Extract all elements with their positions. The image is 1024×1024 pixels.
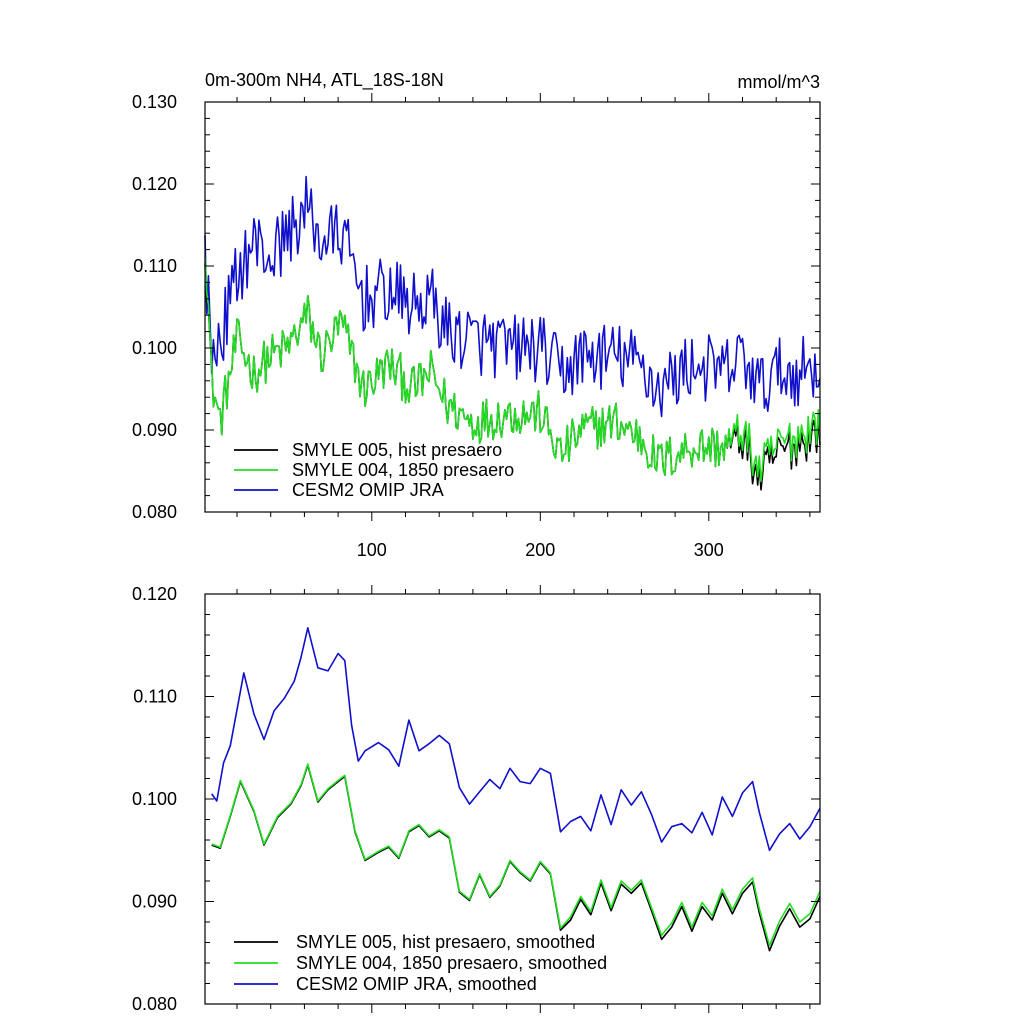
y-tick-label: 0.120	[132, 584, 177, 604]
y-tick-label: 0.100	[132, 789, 177, 809]
y-tick-label: 0.080	[132, 502, 177, 522]
top-panel-title: 0m-300m NH4, ATL_18S-18N	[205, 70, 444, 91]
y-tick-label: 0.100	[132, 338, 177, 358]
y-tick-label: 0.090	[132, 420, 177, 440]
y-tick-label: 0.130	[132, 92, 177, 112]
bottom-panel-ticks	[205, 585, 820, 1013]
top-panel-y-tick-labels: 0.080 0.090 0.100 0.110 0.120 0.130	[132, 92, 177, 522]
series-line-cesm2-omip	[204, 175, 821, 418]
top-panel-units: mmol/m^3	[738, 72, 820, 92]
y-tick-label: 0.110	[133, 256, 177, 276]
top-panel-frame	[204, 101, 821, 513]
series-line-cesm2-omip	[211, 626, 821, 852]
legend-label: SMYLE 005, hist presaero	[292, 440, 502, 460]
top-panel-ticks	[205, 93, 820, 521]
legend-label: CESM2 OMIP JRA	[292, 480, 444, 500]
x-tick-label: 200	[525, 540, 555, 560]
top-panel-x-tick-labels: 100 200 300	[357, 540, 724, 560]
legend-label: SMYLE 004, 1850 presaero	[292, 460, 514, 480]
bottom-panel-series	[211, 626, 821, 952]
legend-label: SMYLE 005, hist presaero, smoothed	[296, 932, 595, 952]
legend-label: CESM2 OMIP JRA, smoothed	[296, 974, 537, 994]
bottom-panel-y-tick-labels: 0.080 0.090 0.100 0.110 0.120	[132, 584, 177, 1014]
y-tick-label: 0.110	[133, 687, 177, 707]
y-tick-label: 0.120	[132, 174, 177, 194]
bottom-panel-legend: SMYLE 005, hist presaero, smoothedSMYLE …	[234, 932, 607, 994]
legend-label: SMYLE 004, 1850 presaero, smoothed	[296, 953, 607, 973]
series-line-smyle-005	[211, 764, 821, 952]
series-line-smyle-004	[211, 763, 821, 947]
y-tick-label: 0.090	[132, 892, 177, 912]
top-panel-series	[204, 175, 821, 491]
series-line-smyle-004	[204, 255, 821, 483]
y-tick-label: 0.080	[132, 994, 177, 1014]
x-tick-label: 100	[357, 540, 387, 560]
x-tick-label: 300	[694, 540, 724, 560]
bottom-panel: 0.080 0.090 0.100 0.110 0.120 SMYLE 005, his…	[132, 584, 821, 1014]
top-panel: 0m-300m NH4, ATL_18S-18N mmol/m^3 0.0800…	[132, 70, 821, 560]
